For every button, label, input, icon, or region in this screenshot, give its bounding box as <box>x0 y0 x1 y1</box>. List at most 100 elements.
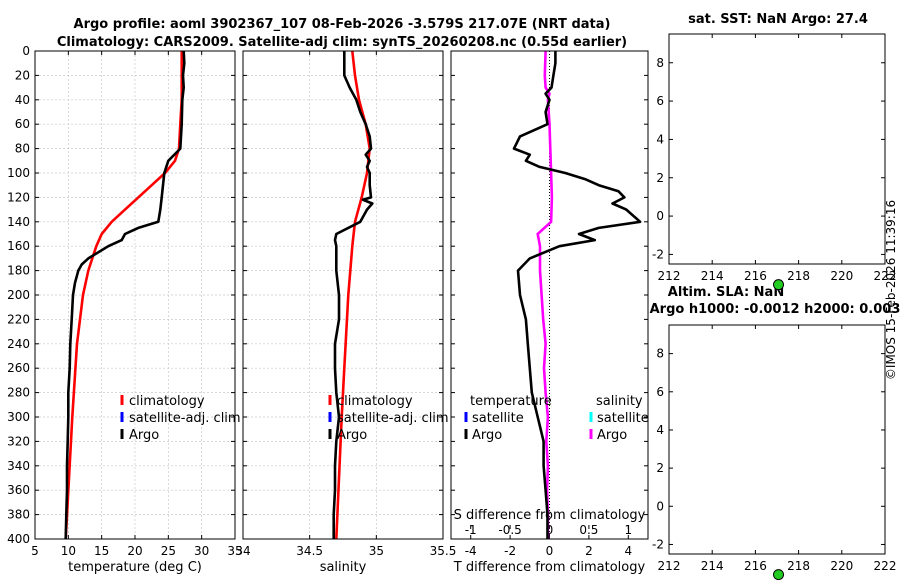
sst-location-marker <box>773 279 785 291</box>
sst-axes-frame <box>668 33 886 265</box>
temperature-xlabel: temperature (deg C) <box>68 560 202 575</box>
depth-tick-label: 0 <box>22 44 30 58</box>
salinity-axes-frame <box>242 50 444 540</box>
salinity-legend-label: Argo <box>337 428 367 443</box>
temperature-series-argo-line <box>64 50 186 540</box>
difference-panel: -4 -2 0 2 4 -1 -0.5 0 0.5 1S difference from clim… <box>450 50 649 575</box>
legend-salinity-heading: salinity <box>596 394 643 409</box>
salinity-legend-label: climatology <box>337 394 413 409</box>
difference-axes-frame <box>450 50 649 540</box>
sst-xtick-label: 220 <box>830 269 853 283</box>
depth-tick-label: 380 <box>7 508 30 522</box>
title-line-1: Argo profile: aoml 3902367_107 08-Feb-20… <box>74 17 611 32</box>
sla-subtitle: Argo h1000: -0.0012 h2000: 0.003 <box>650 302 900 317</box>
temperature-series-climatology-line <box>64 51 183 540</box>
timestamp-watermark: ©IMOS 15-Feb-2026 11:39:16 <box>884 200 898 380</box>
legend-temperature-label: satellite <box>472 411 524 426</box>
sla-location-marker <box>773 569 785 580</box>
legend-temperature-label: Argo <box>472 428 502 443</box>
salinity-diff-xtick-label: 0 <box>546 523 554 537</box>
temperature-panel: 5 10 15 20 25 30 35 0 20 40 60 80 100 120 140 160 180 200… <box>7 44 243 575</box>
depth-tick-label: 340 <box>7 459 30 473</box>
depth-tick-label: 160 <box>7 239 30 253</box>
difference-xtick-label: -2 <box>504 544 516 558</box>
depth-tick-label: 400 <box>7 532 30 546</box>
depth-tick-label: 60 <box>15 117 30 131</box>
salinity-xtick-label: 34.5 <box>296 544 323 558</box>
depth-tick-label: 260 <box>7 361 30 375</box>
salinity-xtick-label: 35 <box>369 544 384 558</box>
sst-xtick-label: 222 <box>874 269 897 283</box>
sla-ytick-label: 2 <box>656 461 664 475</box>
salinity-legend-label: satellite-adj. clim <box>337 411 449 426</box>
depth-tick-label: 100 <box>7 166 30 180</box>
depth-tick-label: 360 <box>7 483 30 497</box>
temperature-axes-frame <box>34 50 236 540</box>
sla-ytick-label: 4 <box>656 423 664 437</box>
temperature-xtick-label: 35 <box>227 544 242 558</box>
legend-temperature-heading: temperature <box>470 394 552 409</box>
temperature-legend-label: climatology <box>129 394 205 409</box>
sla-ytick-label: -2 <box>652 537 664 551</box>
title-line-2: Climatology: CARS2009. Satellite-adj cli… <box>57 35 627 50</box>
depth-tick-label: 320 <box>7 434 30 448</box>
temperature-difference-line <box>512 51 642 539</box>
salinity-diff-xtick-label: -1 <box>465 523 477 537</box>
depth-tick-label: 240 <box>7 337 30 351</box>
depth-tick-label: 120 <box>7 190 30 204</box>
depth-tick-label: 220 <box>7 312 30 326</box>
sst-xtick-label: 216 <box>744 269 767 283</box>
sla-axes-frame <box>668 324 886 555</box>
difference-xtick-label: -4 <box>465 544 477 558</box>
temperature-xtick-label: 5 <box>31 544 39 558</box>
sla-xtick-label: 220 <box>830 559 853 573</box>
sla-ytick-label: 0 <box>656 499 664 513</box>
legend-salinity-label: satellite <box>597 411 649 426</box>
difference-xtick-label: 4 <box>624 544 632 558</box>
salinity-xtick-label: 35.5 <box>430 544 457 558</box>
sst-xtick-label: 218 <box>787 269 810 283</box>
depth-tick-label: 300 <box>7 410 30 424</box>
temperature-xtick-label: 10 <box>61 544 76 558</box>
salinity-xtick-label: 34 <box>235 544 250 558</box>
depth-tick-label: 20 <box>15 68 30 82</box>
salinity-diff-xtick-label: 0.5 <box>579 523 598 537</box>
sst-panel: 212 214 216 218 220 222 -2 0 2 4 6 8 <box>652 33 897 291</box>
sst-ytick-label: 6 <box>656 94 664 108</box>
sst-xtick-label: 212 <box>658 269 681 283</box>
sla-xtick-label: 214 <box>701 559 724 573</box>
depth-tick-label: 40 <box>15 93 30 107</box>
salinity-diff-xtick-label: 1 <box>624 523 632 537</box>
sst-ytick-label: -2 <box>652 247 664 261</box>
legend-salinity-label: Argo <box>597 428 627 443</box>
depth-tick-label: 140 <box>7 215 30 229</box>
depth-tick-label: 280 <box>7 386 30 400</box>
depth-tick-label: 200 <box>7 288 30 302</box>
difference-xlabel: T difference from climatology <box>453 560 646 575</box>
temperature-xtick-label: 20 <box>127 544 142 558</box>
sla-xtick-label: 222 <box>874 559 897 573</box>
salinity-series-argo-line <box>332 51 374 539</box>
sst-ytick-label: 0 <box>656 209 664 223</box>
sla-xtick-label: 218 <box>787 559 810 573</box>
sla-ytick-label: 8 <box>656 347 664 361</box>
salinity-series-climatology-line <box>335 50 372 540</box>
sst-ytick-label: 8 <box>656 56 664 70</box>
sla-xtick-label: 216 <box>744 559 767 573</box>
sst-title: sat. SST: NaN Argo: 27.4 <box>688 12 868 27</box>
salinity-xlabel: salinity <box>320 560 367 575</box>
difference-xtick-label: 2 <box>585 544 593 558</box>
temperature-xtick-label: 25 <box>161 544 176 558</box>
temperature-xtick-label: 30 <box>194 544 209 558</box>
temperature-legend-label: Argo <box>129 428 159 443</box>
salinity-diff-xtick-label: -0.5 <box>498 523 521 537</box>
sla-ytick-label: 6 <box>656 385 664 399</box>
salinity-diff-axis-label: S difference from climatology <box>454 508 646 523</box>
sst-xtick-label: 214 <box>701 269 724 283</box>
depth-tick-label: 80 <box>15 142 30 156</box>
sst-ytick-label: 4 <box>656 132 664 146</box>
sst-ytick-label: 2 <box>656 171 664 185</box>
sla-title: Altim. SLA: NaN <box>668 285 784 300</box>
salinity-panel: 34 34.5 35 35.5 salinity climatology satellite… <box>235 50 457 575</box>
